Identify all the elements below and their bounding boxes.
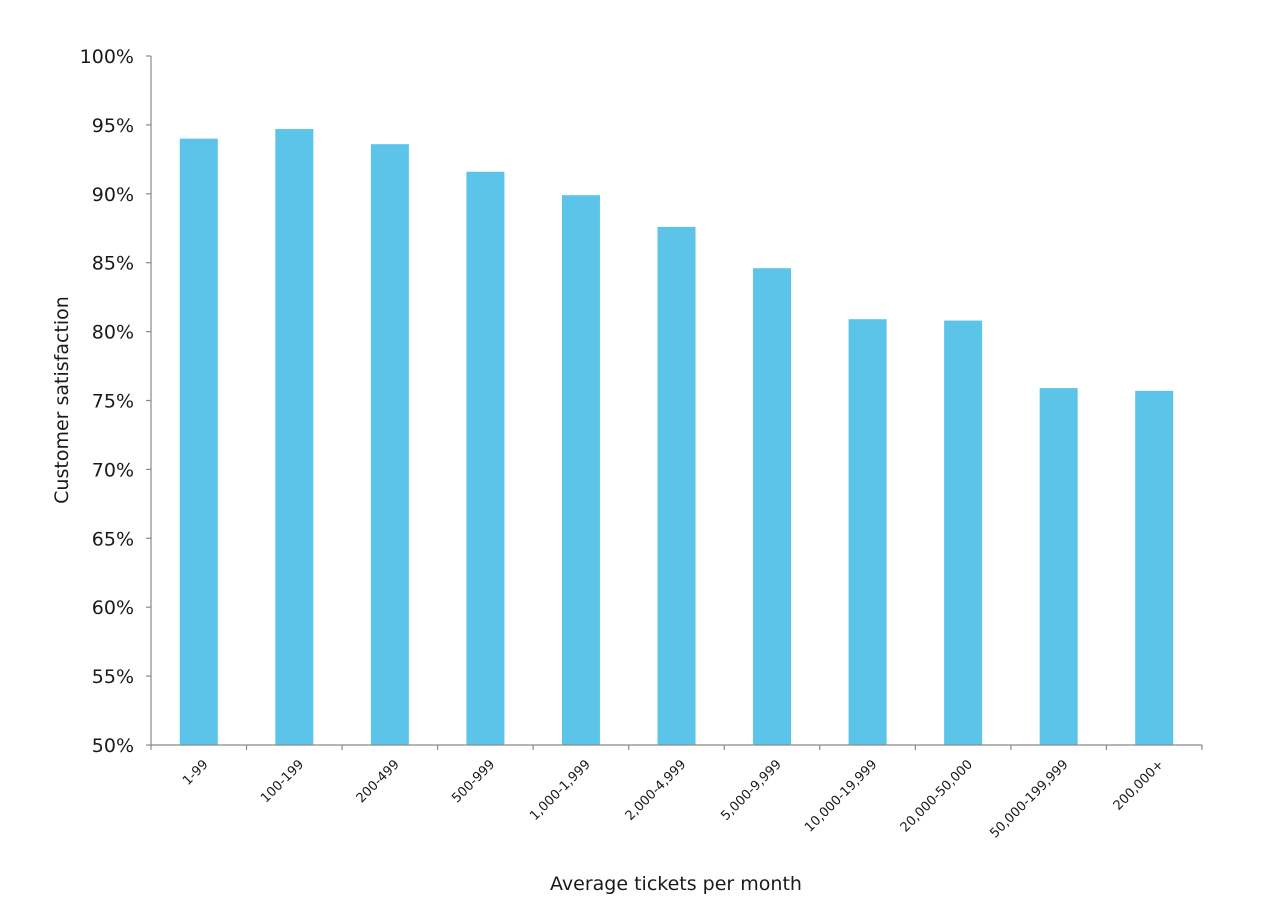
y-axis-ticks: 50% 55% 60% 65% 70% 75% 80% 85% 90% 95% 100%	[80, 46, 151, 757]
bar-50,000-199,999	[1039, 388, 1078, 745]
bar-500-999	[466, 171, 505, 745]
y-tick-label: 95%	[92, 115, 134, 137]
y-tick-label: 85%	[92, 253, 134, 275]
x-tick-label: 5,000-9,999	[718, 757, 785, 824]
bar-100-199	[275, 129, 314, 745]
bar-200-499	[370, 144, 409, 745]
bar-10,000-19,999	[848, 319, 887, 745]
y-tick-label: 90%	[92, 184, 134, 206]
bar-1,000-1,999	[561, 195, 600, 746]
x-tick-label: 200-499	[354, 757, 403, 806]
bar-20,000-50,000	[944, 320, 983, 745]
x-axis-title: Average tickets per month	[550, 873, 802, 895]
x-tick-label: 50,000-199,999	[987, 757, 1071, 841]
x-tick-label: 500-999	[449, 757, 498, 806]
y-tick-label: 80%	[92, 322, 134, 344]
x-tick-label: 100-199	[258, 757, 307, 806]
y-tick-label: 75%	[92, 391, 134, 413]
y-tick-label: 55%	[92, 666, 134, 688]
x-axis-ticks: 1-99 100-199 200-499 500-999 1,000-1,999 2,00…	[150, 745, 1203, 841]
y-tick-label: 70%	[92, 459, 134, 481]
bar-5,000-9,999	[753, 268, 792, 745]
x-tick-label: 200,000+	[1111, 757, 1167, 813]
x-tick-label: 10,000-19,999	[802, 757, 880, 835]
y-tick-label: 100%	[80, 46, 134, 68]
x-tick-label: 1-99	[180, 757, 211, 788]
x-tick-label: 1,000-1,999	[527, 757, 594, 824]
x-tick-label: 2,000-4,999	[623, 757, 690, 824]
bar-2,000-4,999	[657, 226, 696, 745]
y-tick-label: 65%	[92, 528, 134, 550]
bar-1-99	[179, 138, 218, 745]
y-tick-label: 50%	[92, 735, 134, 757]
y-axis-title: Customer satisfaction	[51, 296, 73, 504]
x-tick-label: 20,000-50,000	[898, 757, 976, 835]
y-tick-label: 60%	[92, 597, 134, 619]
bar-200,000+	[1135, 390, 1174, 745]
bars	[179, 129, 1174, 746]
